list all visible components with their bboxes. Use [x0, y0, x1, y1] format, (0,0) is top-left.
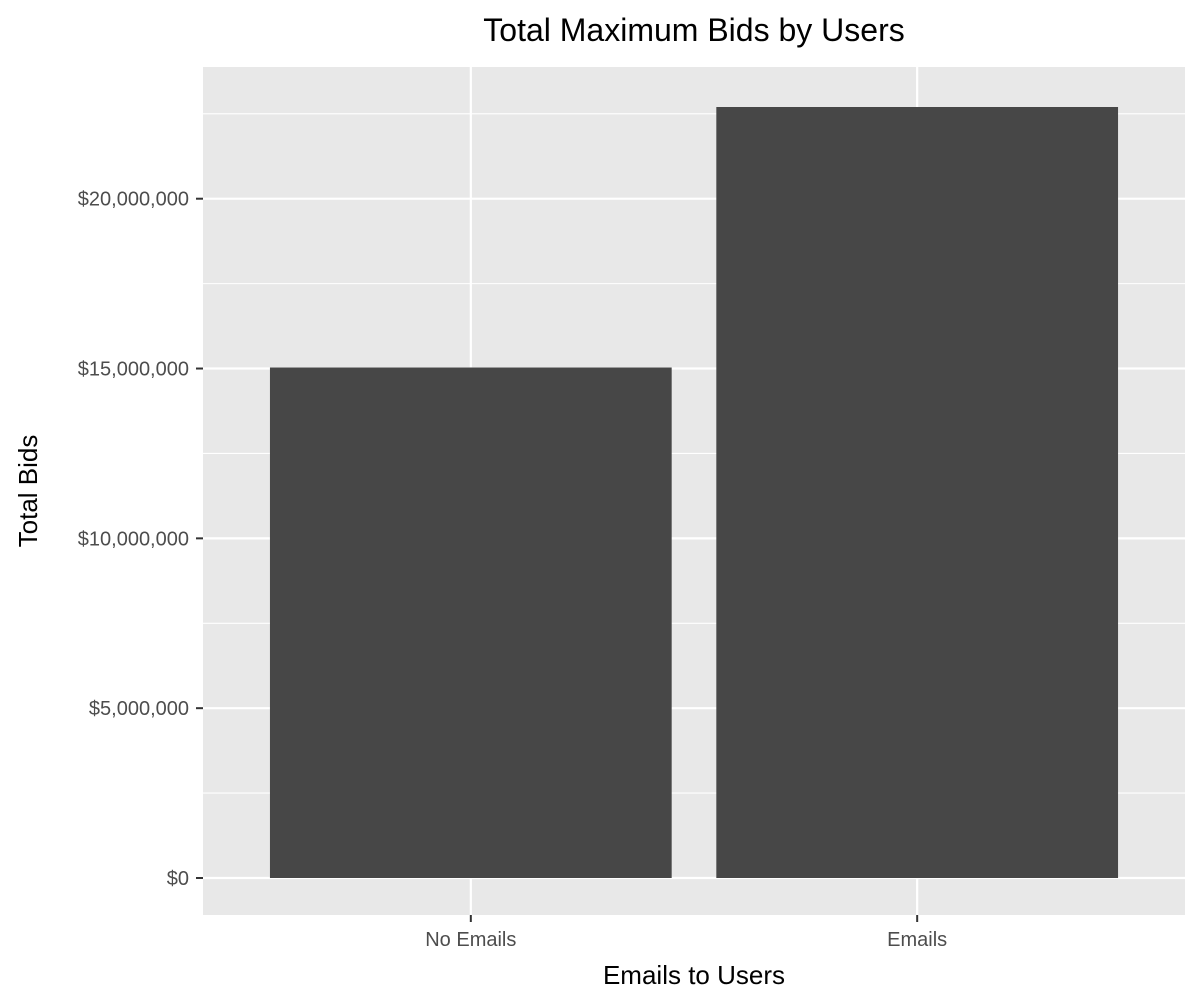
- y-tick-label: $0: [167, 868, 189, 890]
- y-axis-title: Total Bids: [13, 435, 43, 548]
- x-axis-title: Emails to Users: [603, 960, 785, 990]
- chart-title: Total Maximum Bids by Users: [483, 12, 904, 48]
- y-axis: $0 $5,000,000 $10,000,000 $15,000,000 $20,00…: [78, 189, 203, 890]
- x-tick-label: Emails: [887, 929, 947, 951]
- bar-emails: [716, 107, 1119, 878]
- bars: [269, 107, 1119, 878]
- y-tick-label: $5,000,000: [89, 698, 189, 720]
- x-axis: No Emails Emails: [425, 915, 947, 951]
- x-tick-label: No Emails: [425, 929, 516, 951]
- y-tick-label: $20,000,000: [78, 189, 189, 211]
- y-tick-label: $15,000,000: [78, 359, 189, 381]
- bar-no-emails: [269, 367, 672, 878]
- y-tick-label: $10,000,000: [78, 528, 189, 550]
